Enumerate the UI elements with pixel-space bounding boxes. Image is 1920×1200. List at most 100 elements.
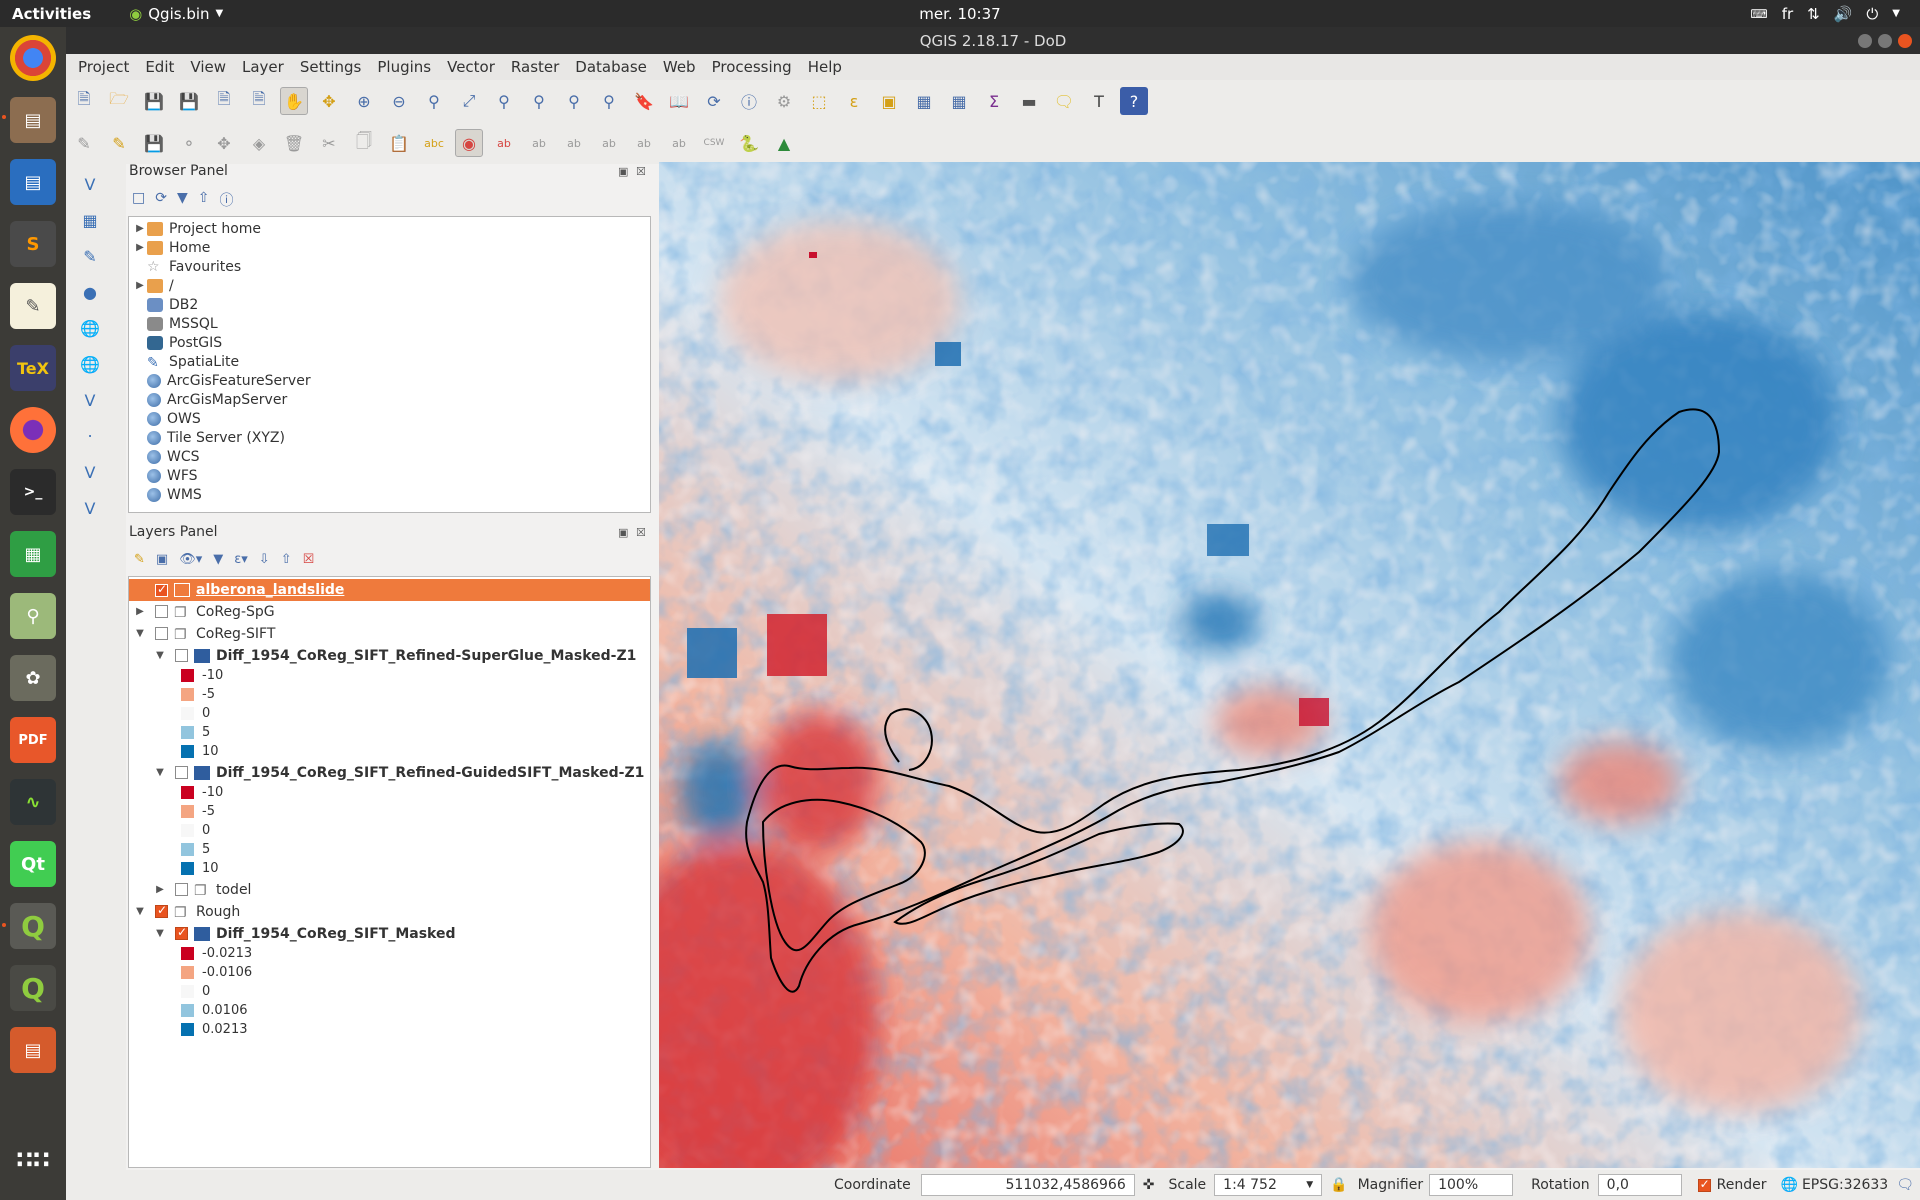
- new-project-icon[interactable]: 🗎: [77, 88, 91, 108]
- sublime-icon[interactable]: S: [10, 221, 56, 267]
- filter-icon[interactable]: ▼: [176, 190, 188, 206]
- browser-item-tile-server[interactable]: Tile Server (XYZ): [133, 428, 285, 447]
- deselect-icon[interactable]: ▣: [881, 91, 897, 111]
- layer-group-todel[interactable]: ▶ ❐ todel: [153, 880, 251, 899]
- browser-item-wfs[interactable]: WFS: [133, 466, 198, 485]
- help-icon[interactable]: ?: [1120, 87, 1148, 115]
- browser-item-db2[interactable]: DB2: [133, 295, 198, 314]
- zoom-native-icon[interactable]: ⚲: [428, 91, 440, 111]
- expand-arrow-icon[interactable]: ▶: [156, 884, 164, 895]
- add-wcs-layer-icon[interactable]: 🌐: [80, 354, 100, 374]
- add-group-icon[interactable]: ▣: [155, 552, 169, 567]
- chrome-icon[interactable]: [10, 35, 56, 81]
- open-project-icon[interactable]: 🗁: [109, 88, 129, 108]
- pan-icon[interactable]: ✋: [280, 87, 308, 115]
- messages-icon[interactable]: 🗨: [1896, 1177, 1914, 1193]
- calc-icon[interactable]: ▦: [10, 531, 56, 577]
- add-postgis-layer-icon[interactable]: ●: [83, 282, 97, 302]
- scale-combobox[interactable]: 1:4 752 ▼: [1214, 1174, 1323, 1196]
- qt-creator-icon[interactable]: Qt: [10, 841, 56, 887]
- apps-grid-icon[interactable]: ∷∷: [16, 1146, 50, 1174]
- visibility-icon[interactable]: 👁▾: [179, 552, 203, 567]
- zoom-next-icon[interactable]: ⚲: [603, 91, 615, 111]
- menu-view[interactable]: View: [190, 58, 226, 76]
- highlight-pinned-icon[interactable]: ab: [532, 136, 546, 150]
- layer-item-alberona-landslide[interactable]: alberona_landslide: [129, 579, 650, 601]
- text-annotation-icon[interactable]: T: [1094, 91, 1104, 111]
- menu-raster[interactable]: Raster: [510, 58, 560, 76]
- toggle-editing-icon[interactable]: ✎: [112, 133, 126, 153]
- collapse-all-icon[interactable]: ⇧: [197, 190, 210, 206]
- layers-tree[interactable]: alberona_landslide ▶❐CoReg-SpG ▼❐CoReg-S…: [128, 576, 651, 1168]
- float-panel-icon[interactable]: ▣: [618, 526, 629, 539]
- layer-visibility-checkbox[interactable]: [175, 649, 188, 662]
- qgis-icon[interactable]: Q: [10, 965, 56, 1011]
- menu-help[interactable]: Help: [807, 58, 842, 76]
- qgis-icon[interactable]: Q: [10, 903, 56, 949]
- layer-visibility-checkbox[interactable]: [175, 925, 188, 940]
- collapse-arrow-icon[interactable]: ▼: [156, 650, 164, 661]
- new-gpx-layer-icon[interactable]: V: [84, 498, 96, 518]
- zoom-last-icon[interactable]: ⚲: [568, 91, 580, 111]
- save-as-icon[interactable]: 💾: [179, 91, 199, 111]
- refresh-icon[interactable]: ⟳: [707, 91, 721, 111]
- pdf-icon[interactable]: PDF: [10, 717, 56, 763]
- menu-vector[interactable]: Vector: [447, 58, 495, 76]
- delete-selected-icon[interactable]: 🗑: [283, 133, 305, 153]
- layer-visibility-checkbox[interactable]: [175, 883, 188, 896]
- node-tool-icon[interactable]: ◈: [252, 133, 266, 153]
- rotation-spinbox[interactable]: 0,0: [1597, 1174, 1682, 1196]
- refresh-icon[interactable]: ⟳: [155, 190, 167, 206]
- run-feature-action-icon[interactable]: ⚙: [776, 91, 792, 111]
- attribute-table-icon[interactable]: ▦: [916, 91, 932, 111]
- close-panel-icon[interactable]: ☒: [636, 526, 646, 539]
- firefox-icon[interactable]: [10, 407, 56, 453]
- add-feature-icon[interactable]: ⚬: [182, 133, 196, 153]
- collapse-arrow-icon[interactable]: ▼: [156, 767, 164, 778]
- browser-item-root[interactable]: ▶ /: [133, 276, 174, 295]
- map-canvas[interactable]: [659, 162, 1920, 1168]
- rotate-label-icon[interactable]: ab: [637, 136, 651, 150]
- move-feature-icon[interactable]: ✥: [217, 133, 231, 153]
- zoom-in-icon[interactable]: ⊕: [357, 91, 371, 111]
- close-panel-icon[interactable]: ☒: [636, 165, 646, 178]
- move-label-icon[interactable]: ab: [602, 136, 616, 150]
- plugin-icon[interactable]: ▲: [777, 133, 791, 153]
- image-viewer-icon[interactable]: ⚲: [10, 593, 56, 639]
- show-hide-labels-icon[interactable]: ab: [567, 136, 581, 150]
- add-delimited-text-icon[interactable]: ‧: [87, 426, 93, 446]
- remove-layer-icon[interactable]: ☒: [302, 552, 315, 567]
- text-editor-icon[interactable]: ✎: [10, 283, 56, 329]
- change-label-icon[interactable]: ab: [672, 136, 686, 150]
- system-monitor-icon[interactable]: ∿: [10, 779, 56, 825]
- add-raster-layer-icon[interactable]: ▦: [82, 210, 98, 230]
- identify-icon[interactable]: ⓘ: [740, 93, 757, 112]
- layer-item-guidedsift[interactable]: ▼ Diff_1954_CoReg_SIFT_Refined-GuidedSIFT…: [153, 763, 644, 782]
- lock-icon[interactable]: 🔒: [1330, 1177, 1348, 1193]
- render-checkbox[interactable]: [1697, 1177, 1711, 1192]
- csw-icon[interactable]: CSW: [703, 138, 725, 148]
- zoom-out-icon[interactable]: ⊖: [392, 91, 406, 111]
- activities-button[interactable]: Activities: [12, 4, 92, 23]
- add-vector-layer-icon[interactable]: V: [84, 174, 96, 194]
- select-by-expression-icon[interactable]: ε: [849, 91, 859, 111]
- collapse-arrow-icon[interactable]: ▼: [156, 928, 164, 939]
- mouse-pointer-icon[interactable]: ✜: [1142, 1177, 1155, 1193]
- show-bookmarks-icon[interactable]: 📖: [669, 91, 689, 111]
- browser-item-arcgis-feature-server[interactable]: ArcGisFeatureServer: [133, 371, 311, 390]
- label-icon[interactable]: abc: [424, 136, 444, 150]
- browser-item-favourites[interactable]: ☆ Favourites: [147, 258, 242, 275]
- python-console-icon[interactable]: 🐍: [739, 133, 759, 153]
- style-manager-icon[interactable]: ✎: [134, 552, 145, 567]
- collapse-arrow-icon[interactable]: ▼: [136, 906, 144, 917]
- layer-item-superglue[interactable]: ▼ Diff_1954_CoReg_SIFT_Refined-SuperGlue_…: [153, 646, 636, 665]
- select-features-icon[interactable]: ⬚: [811, 91, 827, 111]
- layer-visibility-checkbox[interactable]: [155, 903, 168, 918]
- layer-visibility-checkbox[interactable]: [155, 627, 168, 640]
- field-calculator-icon[interactable]: ▦: [951, 91, 967, 111]
- cut-features-icon[interactable]: ✂: [322, 133, 336, 153]
- app-menu[interactable]: ◉ Qgis.bin ▼: [129, 5, 223, 23]
- magnifier-spinbox[interactable]: 100%: [1429, 1174, 1514, 1196]
- layer-visibility-checkbox[interactable]: [175, 766, 188, 779]
- system-tray[interactable]: ⌨ fr ⇅ 🔊 ⏻ ▼: [1750, 5, 1900, 23]
